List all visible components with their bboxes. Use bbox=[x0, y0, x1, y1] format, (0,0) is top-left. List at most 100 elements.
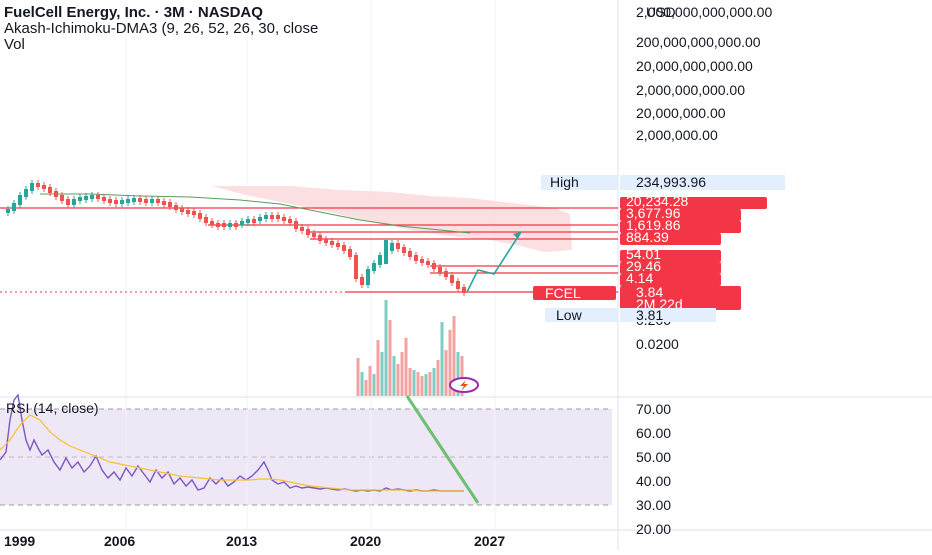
volume-bar bbox=[400, 352, 404, 396]
volume-bar bbox=[412, 370, 416, 396]
candle-body bbox=[264, 215, 268, 219]
candle-body bbox=[420, 259, 424, 263]
candle-body bbox=[126, 199, 130, 203]
candle-body bbox=[372, 263, 376, 271]
candle-body bbox=[462, 287, 466, 293]
candle-body bbox=[60, 195, 64, 201]
rsi-label: RSI (14, close) bbox=[6, 400, 99, 416]
volume-bar bbox=[368, 366, 372, 396]
price-tick-label: 2,000,000,000,000.00 bbox=[636, 4, 772, 20]
volume-bar bbox=[424, 374, 428, 396]
price-tick-label: 20,000,000.00 bbox=[636, 105, 726, 121]
time-tick-label: 2006 bbox=[104, 533, 135, 549]
price-label-4-box bbox=[620, 250, 721, 262]
currency-label[interactable]: USD bbox=[646, 4, 676, 20]
price-label-2-box bbox=[620, 221, 741, 233]
low-value: 3.81 bbox=[636, 307, 663, 323]
price-tick-label: 0.0200 bbox=[636, 336, 679, 352]
candle-body bbox=[162, 201, 166, 205]
candle-body bbox=[24, 189, 28, 197]
candle-body bbox=[342, 245, 346, 251]
candle-body bbox=[114, 200, 118, 204]
candle-body bbox=[36, 183, 40, 187]
candle-body bbox=[180, 208, 184, 212]
volume-bar bbox=[408, 368, 412, 396]
projection-arrowhead bbox=[513, 232, 521, 239]
volume-bar bbox=[396, 364, 400, 396]
candle-body bbox=[96, 195, 100, 199]
candle-body bbox=[150, 199, 154, 203]
candle-body bbox=[336, 243, 340, 247]
candle-body bbox=[426, 261, 430, 265]
candle-body bbox=[408, 251, 412, 257]
volume-bar bbox=[388, 320, 392, 396]
candle-body bbox=[402, 247, 406, 253]
candle-body bbox=[378, 255, 382, 265]
volume-bar bbox=[376, 340, 380, 396]
candle-body bbox=[294, 221, 298, 229]
price-label-2: 1,619.86 bbox=[626, 217, 681, 233]
price-label-4: 54.01 bbox=[626, 246, 661, 262]
vertical-grid bbox=[125, 0, 496, 530]
rsi-tick-label: 30.00 bbox=[636, 497, 671, 513]
high-value: 234,993.96 bbox=[636, 174, 706, 190]
candle-body bbox=[390, 243, 394, 251]
candle-body bbox=[210, 221, 214, 225]
price-label-3-box bbox=[620, 233, 721, 245]
lightning-icon[interactable] bbox=[449, 377, 479, 393]
low-label: Low bbox=[556, 307, 583, 323]
volume-bar bbox=[432, 368, 436, 396]
volume-bar bbox=[436, 360, 440, 396]
rsi-ma-line bbox=[0, 414, 464, 492]
candle-body bbox=[366, 269, 370, 285]
candle-body bbox=[132, 198, 136, 202]
candle-body bbox=[396, 243, 400, 249]
volume-bar bbox=[448, 330, 452, 396]
candle-body bbox=[30, 183, 34, 191]
candle-body bbox=[138, 198, 142, 202]
candle-body bbox=[252, 219, 256, 223]
high-label-box bbox=[541, 175, 618, 190]
candle-body bbox=[66, 199, 70, 205]
sma-line bbox=[40, 193, 471, 234]
price-tick-label: 2,000,000.00 bbox=[636, 127, 718, 143]
candle-body bbox=[90, 195, 94, 199]
candle-body bbox=[192, 211, 196, 215]
candle-body bbox=[198, 213, 202, 219]
candle-body bbox=[222, 223, 226, 227]
candle-body bbox=[456, 281, 460, 289]
volume-bar bbox=[392, 356, 396, 396]
candle-body bbox=[168, 202, 172, 207]
low-label-box bbox=[545, 308, 618, 322]
candle-body bbox=[234, 223, 238, 227]
candle-body bbox=[282, 217, 286, 221]
candle-body bbox=[312, 233, 316, 237]
candle-body bbox=[186, 210, 190, 214]
candle-body bbox=[102, 197, 106, 201]
price-tick-label: 20,000,000,000.00 bbox=[636, 58, 753, 74]
price-label-0-box bbox=[620, 197, 767, 209]
indicator-label[interactable]: Akash-Ichimoku-DMA3 (9, 26, 52, 26, 30, … bbox=[4, 20, 319, 37]
price-tick-label: 200,000,000,000.00 bbox=[636, 34, 761, 50]
candle-body bbox=[240, 221, 244, 225]
candle-body bbox=[414, 255, 418, 261]
volume-bar bbox=[372, 374, 376, 396]
volume-bar bbox=[416, 372, 420, 396]
last-price: 3.84 bbox=[636, 284, 663, 300]
candle-body bbox=[54, 191, 58, 197]
candle-body bbox=[18, 195, 22, 205]
candle-body bbox=[360, 277, 364, 285]
candle-body bbox=[444, 271, 448, 277]
volume-bar bbox=[356, 358, 360, 396]
price-label-1-box bbox=[620, 209, 741, 221]
candle-body bbox=[348, 249, 352, 257]
level-lines bbox=[0, 207, 618, 274]
volume-bar bbox=[364, 380, 368, 396]
candle-body bbox=[288, 219, 292, 223]
candle-body bbox=[228, 223, 232, 227]
rsi-axis-ticks: 70.00 60.00 50.00 40.00 30.00 20.00 bbox=[636, 401, 671, 537]
volume-label[interactable]: Vol bbox=[4, 36, 25, 53]
symbol-title: FuelCell Energy, Inc. · 3M · NASDAQ bbox=[4, 4, 263, 21]
